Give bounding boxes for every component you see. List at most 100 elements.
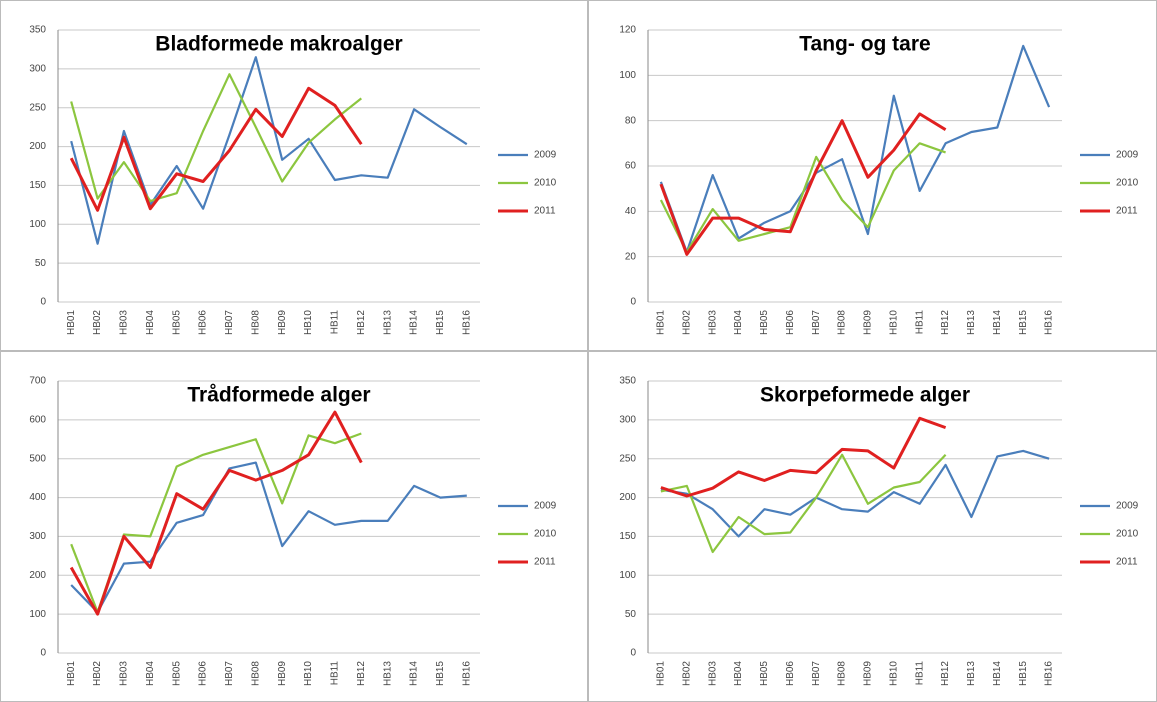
- x-tick-label: HB04: [145, 661, 156, 686]
- y-tick-label: 100: [29, 609, 46, 620]
- y-tick-label: 100: [619, 70, 636, 81]
- legend-label: 2009: [1116, 501, 1139, 512]
- x-tick-label: HB03: [119, 310, 130, 335]
- data-line: [660, 449, 1050, 538]
- chart-title: Tang- og tare: [799, 33, 930, 56]
- y-tick-label: 300: [29, 63, 46, 74]
- y-tick-label: 0: [40, 648, 46, 659]
- x-tick-label: HB01: [66, 310, 77, 335]
- x-tick-label: HB05: [171, 661, 182, 686]
- y-tick-label: 150: [29, 180, 46, 191]
- x-tick-label: HB16: [461, 310, 472, 335]
- x-tick-label: HB01: [66, 661, 77, 686]
- x-tick-label: HB12: [940, 661, 951, 686]
- data-line: [659, 44, 1051, 254]
- y-tick-label: 0: [40, 297, 46, 308]
- y-tick-label: 300: [619, 414, 636, 425]
- data-line: [659, 142, 946, 254]
- x-tick-label: HB05: [171, 310, 182, 335]
- legend-label: 2010: [1116, 529, 1139, 540]
- x-tick-label: HB11: [914, 310, 925, 335]
- x-tick-label: HB13: [966, 661, 977, 686]
- x-tick-label: HB05: [759, 310, 770, 335]
- x-tick-label: HB13: [382, 661, 393, 686]
- chart-title: Skorpeformede alger: [760, 384, 970, 407]
- x-tick-label: HB16: [1044, 310, 1055, 335]
- y-tick-label: 150: [619, 531, 636, 542]
- data-line: [70, 432, 362, 614]
- x-tick-label: HB12: [940, 310, 951, 335]
- x-tick-label: HB16: [1044, 661, 1055, 686]
- x-tick-label: HB06: [785, 661, 796, 686]
- x-tick-label: HB03: [119, 661, 130, 686]
- x-tick-label: HB15: [1018, 310, 1029, 335]
- x-tick-label: HB12: [356, 310, 367, 335]
- legend-label: 2011: [1116, 206, 1138, 217]
- x-tick-label: HB09: [277, 310, 288, 335]
- y-tick-label: 300: [29, 531, 46, 542]
- x-tick-label: HB15: [435, 310, 446, 335]
- y-tick-label: 250: [619, 453, 636, 464]
- x-tick-label: HB08: [837, 310, 848, 335]
- y-tick-label: 200: [29, 141, 46, 152]
- data-line: [70, 73, 362, 203]
- x-tick-label: HB11: [330, 661, 341, 686]
- legend-label: 2010: [1116, 178, 1139, 189]
- x-tick-label: HB09: [863, 310, 874, 335]
- y-tick-label: 40: [625, 206, 637, 217]
- x-tick-label: HB09: [863, 661, 874, 686]
- x-tick-label: HB13: [966, 310, 977, 335]
- data-line: [69, 410, 363, 616]
- y-tick-label: 500: [29, 453, 46, 464]
- panel-frame: [0, 0, 588, 351]
- x-tick-label: HB04: [733, 661, 744, 686]
- chart-title: Bladformede makroalger: [155, 33, 402, 56]
- x-tick-label: HB14: [992, 661, 1003, 686]
- legend-label: 2009: [534, 150, 557, 161]
- y-tick-label: 100: [29, 219, 46, 230]
- y-tick-label: 350: [29, 25, 46, 36]
- data-line: [70, 461, 467, 614]
- x-tick-label: HB14: [409, 310, 420, 335]
- y-tick-label: 400: [29, 492, 46, 503]
- x-tick-label: HB08: [250, 310, 261, 335]
- y-tick-label: 700: [29, 376, 46, 387]
- x-tick-label: HB07: [811, 661, 822, 686]
- x-tick-label: HB02: [92, 310, 103, 335]
- x-tick-label: HB11: [914, 661, 925, 686]
- x-tick-label: HB10: [888, 661, 899, 686]
- legend-label: 2011: [534, 206, 556, 217]
- legend-label: 2009: [534, 501, 557, 512]
- x-tick-label: HB01: [656, 661, 667, 686]
- y-tick-label: 20: [625, 251, 637, 262]
- x-tick-label: HB08: [837, 661, 848, 686]
- x-tick-label: HB10: [303, 310, 314, 335]
- y-tick-label: 200: [29, 570, 46, 581]
- x-tick-label: HB16: [461, 661, 472, 686]
- x-tick-label: HB03: [707, 310, 718, 335]
- x-tick-label: HB13: [382, 310, 393, 335]
- x-tick-label: HB15: [1018, 661, 1029, 686]
- legend-label: 2010: [534, 529, 557, 540]
- legend-label: 2011: [534, 557, 556, 568]
- x-tick-label: HB14: [409, 661, 420, 686]
- y-tick-label: 600: [29, 414, 46, 425]
- x-tick-label: HB07: [224, 661, 235, 686]
- y-tick-label: 250: [29, 102, 46, 113]
- legend-label: 2011: [1116, 557, 1138, 568]
- x-tick-label: HB11: [330, 310, 341, 335]
- chart-title: Trådformede alger: [187, 384, 370, 407]
- x-tick-label: HB02: [92, 661, 103, 686]
- data-line: [659, 112, 947, 256]
- x-tick-label: HB14: [992, 310, 1003, 335]
- data-line: [69, 86, 363, 212]
- x-tick-label: HB07: [224, 310, 235, 335]
- x-tick-label: HB09: [277, 661, 288, 686]
- x-tick-label: HB15: [435, 661, 446, 686]
- x-tick-label: HB06: [198, 661, 209, 686]
- x-tick-label: HB02: [681, 661, 692, 686]
- x-tick-label: HB03: [707, 661, 718, 686]
- x-tick-label: HB06: [785, 310, 796, 335]
- x-tick-label: HB10: [888, 310, 899, 335]
